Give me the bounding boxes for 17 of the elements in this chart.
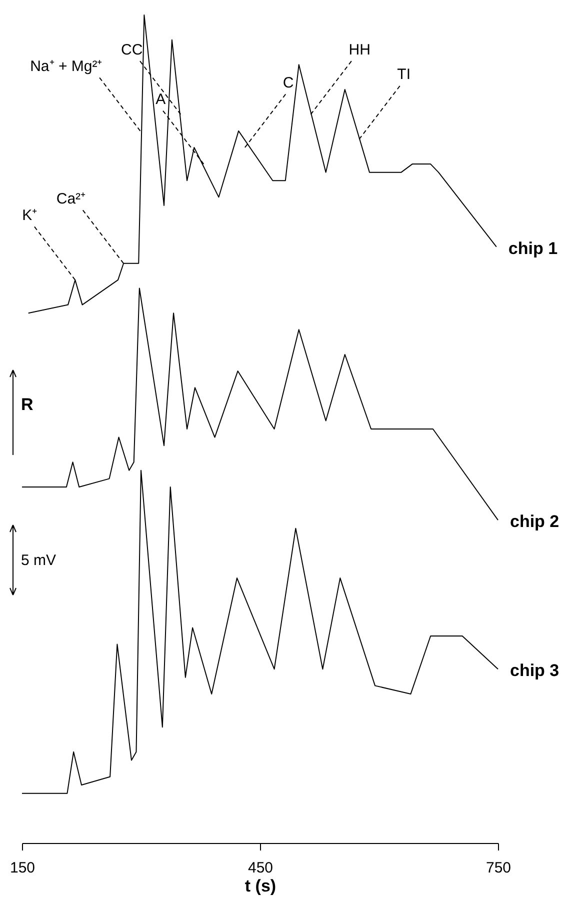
annotation: C	[282, 74, 294, 92]
annotation: HH	[348, 41, 370, 58]
x-tick-label: 450	[248, 860, 274, 876]
annotation: K⁺	[22, 206, 38, 224]
annotation: TI	[397, 66, 411, 84]
annotation: R	[21, 395, 34, 414]
series-label: chip 1	[508, 238, 558, 258]
annotation: 5 mV	[21, 552, 56, 569]
x-axis-title: t (s)	[244, 876, 276, 896]
annotation: CC	[120, 41, 143, 58]
x-tick-label: 750	[486, 860, 512, 876]
x-tick-label: 150	[10, 860, 36, 876]
annotation: Ca²⁺	[56, 190, 86, 208]
annotation: A	[156, 91, 166, 108]
annotation: Na⁺ + Mg²⁺	[30, 58, 102, 75]
series-label: chip 2	[510, 512, 560, 532]
series-label: chip 3	[510, 661, 560, 680]
